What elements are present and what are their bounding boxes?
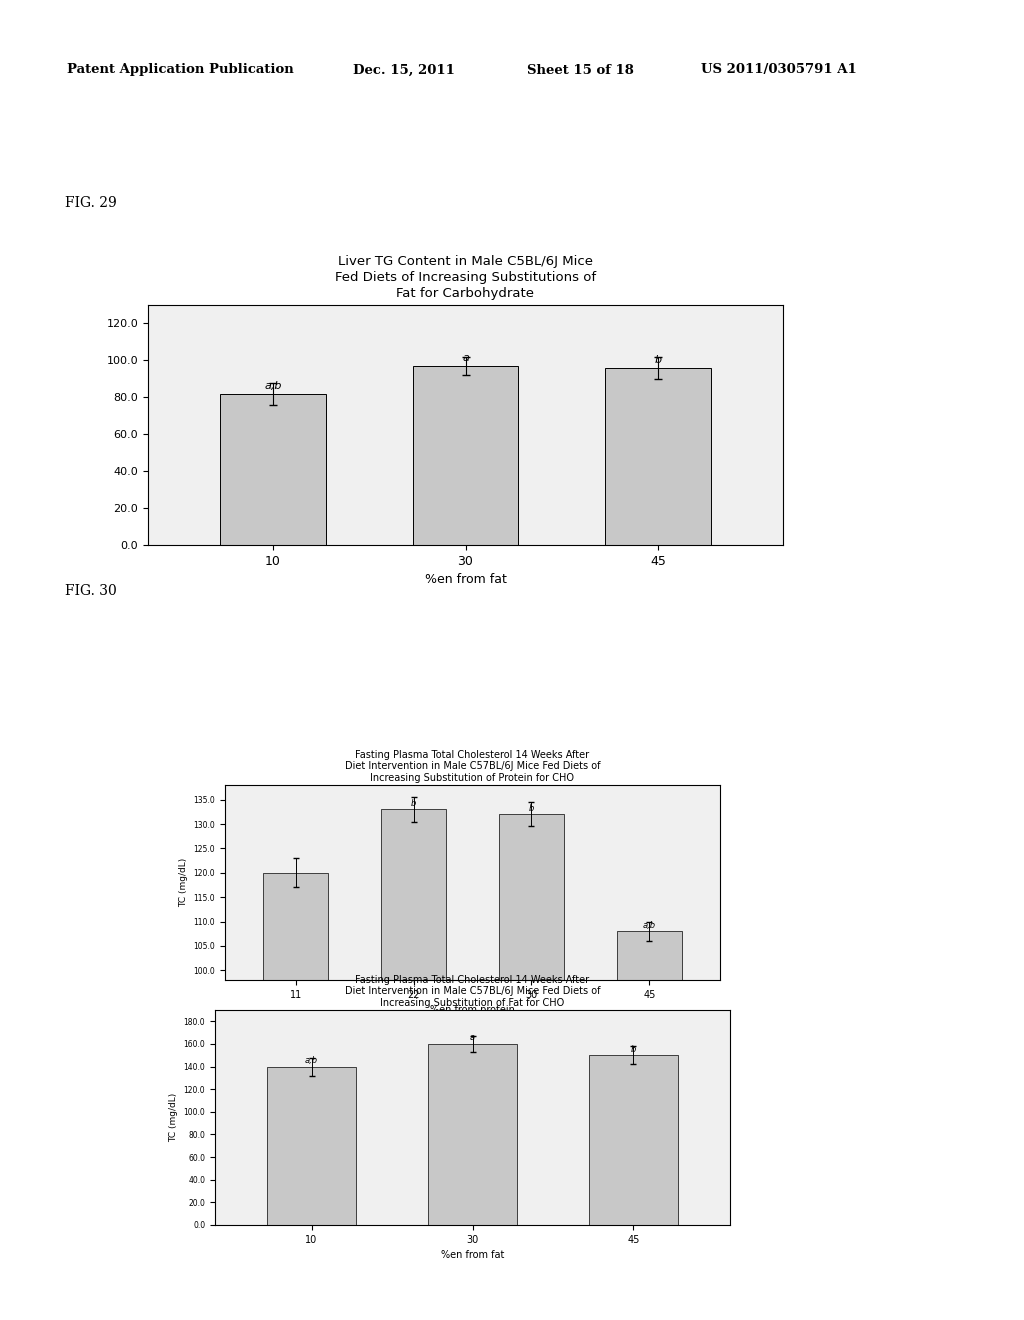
Text: b: b <box>528 804 535 813</box>
Bar <box>220 393 326 545</box>
Text: a: a <box>470 1034 475 1043</box>
Text: US 2011/0305791 A1: US 2011/0305791 A1 <box>701 63 857 77</box>
Y-axis label: TC (mg/dL): TC (mg/dL) <box>179 858 188 907</box>
Text: Patent Application Publication: Patent Application Publication <box>67 63 293 77</box>
Bar <box>413 366 518 545</box>
Text: a,b: a,b <box>305 1056 318 1065</box>
Text: a,b: a,b <box>264 381 282 391</box>
Text: b: b <box>631 1044 636 1053</box>
Bar <box>605 368 711 545</box>
Text: Fasting Plasma Total Cholesterol in Mice Fed
Diets with Increasing Protein or In: Fasting Plasma Total Cholesterol in Mice… <box>207 623 793 690</box>
X-axis label: %en from fat: %en from fat <box>425 573 507 586</box>
Text: a,b- means at a protein level where different superscripts differ( p<0.05) by on: a,b- means at a protein level where diff… <box>82 1006 470 1026</box>
Bar <box>589 1055 678 1225</box>
Text: Effect of Substituting Fat for Carbohydrate on
Liver Triglyceride Content: Effect of Substituting Fat for Carbohydr… <box>228 232 772 277</box>
Title: Liver TG Content in Male C5BL/6J Mice
Fed Diets of Increasing Substitutions of
F: Liver TG Content in Male C5BL/6J Mice Fe… <box>335 255 596 300</box>
Text: a,b- means at a protein level where different superscripts differ( p<0.05) by
on: a,b- means at a protein level where diff… <box>82 1253 429 1271</box>
Text: b: b <box>411 799 417 808</box>
Text: a: a <box>462 354 469 363</box>
Y-axis label: TC (mg/dL): TC (mg/dL) <box>169 1093 178 1142</box>
X-axis label: %en from fat: %en from fat <box>440 1250 504 1261</box>
Text: a,b- means at a protein level where different superscripts differ ( p<0.05) by o: a,b- means at a protein level where diff… <box>82 544 507 562</box>
X-axis label: %en from protein: %en from protein <box>430 1006 515 1015</box>
Text: Sheet 15 of 18: Sheet 15 of 18 <box>527 63 634 77</box>
Text: FIG. 30: FIG. 30 <box>65 583 117 598</box>
Title: Fasting Plasma Total Cholesterol 14 Weeks After
Diet Intervention in Male C57BL/: Fasting Plasma Total Cholesterol 14 Week… <box>345 750 600 783</box>
Title: Fasting Plasma Total Cholesterol 14 Weeks After
Diet Intervention in Male C57BL/: Fasting Plasma Total Cholesterol 14 Week… <box>345 974 600 1008</box>
Bar <box>499 814 564 1320</box>
Bar <box>267 1067 355 1225</box>
Bar <box>381 809 446 1320</box>
Text: FIG. 29: FIG. 29 <box>65 195 117 210</box>
Text: b: b <box>654 355 662 366</box>
Bar <box>428 1044 517 1225</box>
Bar <box>616 931 682 1320</box>
Bar <box>263 873 328 1320</box>
Text: a,b: a,b <box>643 921 655 931</box>
Text: Dec. 15, 2011: Dec. 15, 2011 <box>353 63 455 77</box>
